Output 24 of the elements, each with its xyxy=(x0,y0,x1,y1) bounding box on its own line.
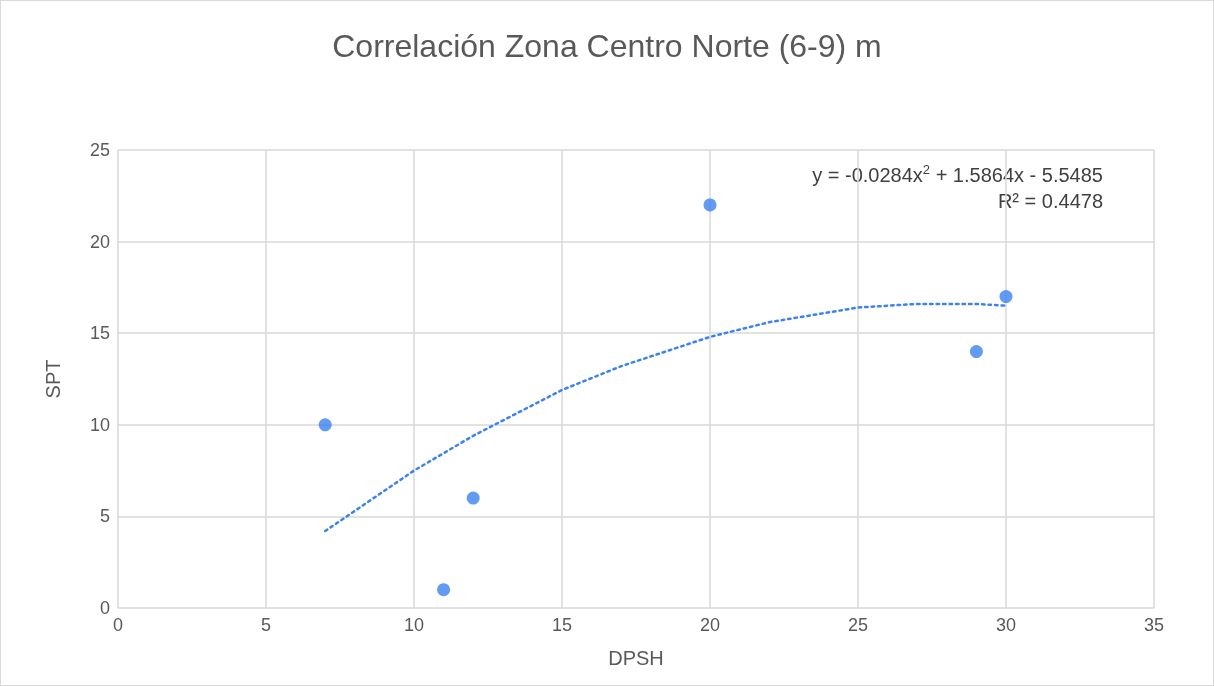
x-tick-label: 15 xyxy=(551,615,573,635)
x-tick-label: 20 xyxy=(699,615,721,635)
x-axis-title: DPSH xyxy=(608,647,664,669)
y-tick-label: 20 xyxy=(89,231,110,252)
x-tick-label: 25 xyxy=(847,615,869,635)
annotation: R² = 0.4478 xyxy=(997,190,1104,212)
y-tick-label: 25 xyxy=(89,140,110,160)
y-tick-label: 15 xyxy=(89,323,110,344)
point xyxy=(437,583,451,597)
x-tick-label: 35 xyxy=(1143,615,1165,635)
point xyxy=(969,345,983,359)
y-tick-label: 0 xyxy=(99,598,110,618)
x-tick-label: 0 xyxy=(112,615,124,635)
x-tick-label: 30 xyxy=(995,615,1017,635)
y-axis-title: SPT xyxy=(42,359,64,399)
y-tick-label: 5 xyxy=(99,506,110,527)
point xyxy=(466,491,480,505)
y-tick-label: 10 xyxy=(89,414,110,435)
x-tick-label: 10 xyxy=(403,615,425,635)
chart-title: Correlación Zona Centro Norte (6-9) m xyxy=(332,28,882,64)
point xyxy=(999,290,1013,304)
point xyxy=(318,418,332,432)
point xyxy=(703,198,717,212)
x-tick-label: 5 xyxy=(260,615,272,635)
